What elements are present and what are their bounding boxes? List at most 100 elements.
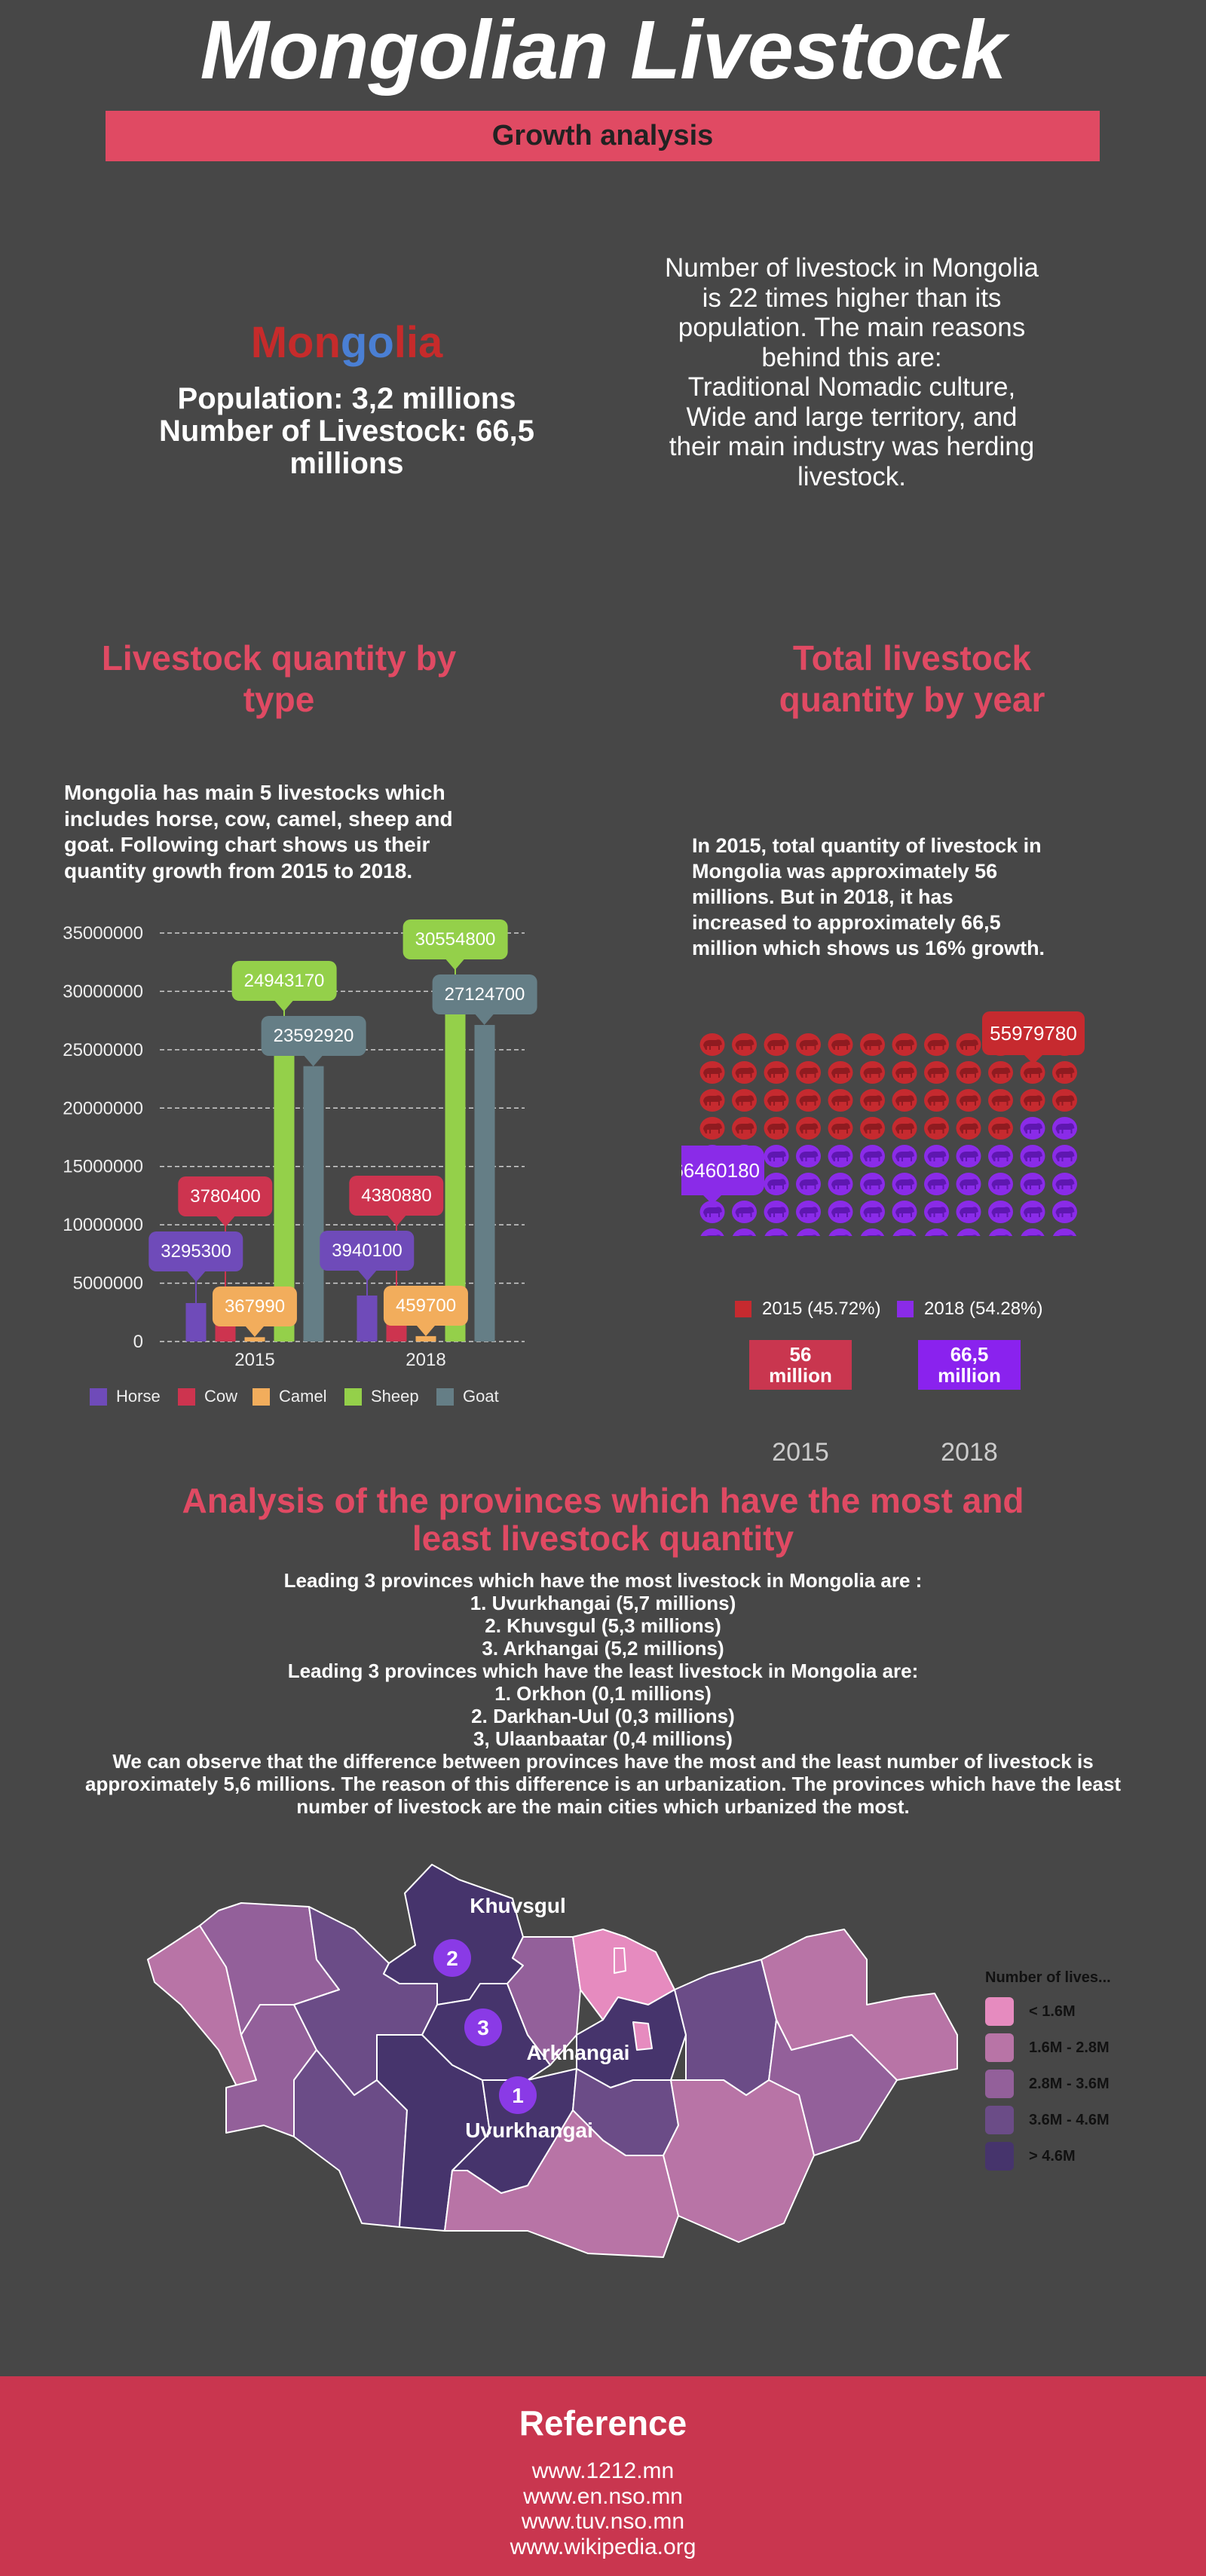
bar-camel-2018[interactable] <box>415 1335 436 1342</box>
livestock-icon-2018 <box>860 1145 885 1167</box>
country-name-part: Mon <box>250 318 341 367</box>
map-label-arkhangai: Arkhangai <box>527 2041 630 2064</box>
reference-link[interactable]: www.tuv.nso.mn <box>521 2509 685 2534</box>
bar-value-label-sheep-2018: 30554800 <box>403 919 508 970</box>
livestock-icon-2015 <box>892 1117 917 1140</box>
bar-value-label-sheep-2015: 24943170 <box>231 960 337 1011</box>
livestock-icon-2018 <box>796 1145 821 1167</box>
livestock-icon-2018 <box>860 1173 885 1195</box>
livestock-icon-2015 <box>924 1033 949 1056</box>
rank-badge-number: 3 <box>477 2016 489 2039</box>
province-umnugovi[interactable] <box>444 2109 679 2258</box>
livestock-icon-2015 <box>924 1061 949 1084</box>
bar-sheep-2018[interactable] <box>445 984 466 1342</box>
province-darkhan-uul[interactable] <box>614 1947 626 1974</box>
analysis-line: 2. Darkhan-Uul (0,3 millions) <box>471 1705 735 1727</box>
bar-value-label-goat-2018: 27124700 <box>432 974 537 1025</box>
total-year-label: 2015 <box>772 1438 829 1467</box>
livestock-icon-2018 <box>764 1201 789 1223</box>
livestock-icon-2018 <box>828 1201 853 1223</box>
map-label-uvurkhangai: Uvurkhangai <box>465 2119 593 2142</box>
legend-swatch <box>735 1301 751 1317</box>
y-tick-label: 35000000 <box>63 923 143 944</box>
livestock-icon-2015 <box>796 1117 821 1140</box>
legend-swatch <box>344 1387 362 1406</box>
bar-camel-2015[interactable] <box>244 1337 265 1342</box>
livestock-icon-2018 <box>988 1173 1013 1195</box>
analysis-line: 3. Arkhangai (5,2 millions) <box>482 1637 724 1660</box>
total-unit: million <box>769 1364 832 1387</box>
livestock-icon-2015 <box>732 1089 757 1112</box>
livestock-icon-2018 <box>988 1145 1013 1167</box>
livestock-icon-2015 <box>956 1089 981 1112</box>
reference-link[interactable]: www.en.nso.mn <box>523 2483 683 2509</box>
legend-label: Sheep <box>371 1387 419 1406</box>
livestock-icon-2018 <box>988 1201 1013 1223</box>
livestock-icon-2015 <box>924 1117 949 1140</box>
livestock-icon-2018 <box>764 1145 789 1167</box>
legend-swatch <box>253 1387 270 1406</box>
livestock-icon-2015 <box>956 1117 981 1140</box>
page-title: Mongolian Livestock <box>200 4 1007 96</box>
province-ulaanbaatar[interactable] <box>632 2021 653 2051</box>
y-tick-label: 5000000 <box>73 1274 143 1294</box>
legend-swatch <box>985 2106 1014 2134</box>
livestock-icon-2018 <box>700 1228 724 1236</box>
livestock-icon-2015 <box>956 1061 981 1084</box>
province-dornogovi[interactable] <box>663 2079 815 2243</box>
legend-item-camel[interactable]: Camel <box>253 1387 327 1406</box>
livestock-icon-2015 <box>796 1033 821 1056</box>
map-legend-item: 1.6M - 2.8M <box>985 2033 1110 2062</box>
legend-item-horse[interactable]: Horse <box>90 1387 161 1406</box>
pictograph-label-2018: 66460180 <box>681 1146 764 1204</box>
livestock-icon-2018 <box>924 1145 949 1167</box>
livestock-icon-2015 <box>892 1033 917 1056</box>
livestock-icon-2015 <box>988 1061 1013 1084</box>
legend-swatch <box>985 2070 1014 2098</box>
bar-value-label-cow-2015: 3780400 <box>178 1176 273 1228</box>
livestock-icon-2018 <box>764 1228 788 1236</box>
bar-horse-2015[interactable] <box>185 1302 207 1342</box>
total-unit: million <box>938 1364 1001 1387</box>
livestock-icon-2018 <box>892 1173 917 1195</box>
type-section-description: Mongolia has main 5 livestocks which inc… <box>64 781 453 883</box>
rank-badge-number: 2 <box>446 1947 458 1970</box>
livestock-icon-2015 <box>796 1061 821 1084</box>
map-label-khuvsgul: Khuvsgul <box>470 1894 566 1917</box>
bar-goat-2018[interactable] <box>474 1024 495 1342</box>
pictograph-label-2015: 55979780 <box>982 1011 1085 1064</box>
bar-value-label-camel-2015: 367990 <box>212 1286 298 1338</box>
pictograph-value-2015: 55979780 <box>990 1022 1077 1045</box>
livestock-icon-2015 <box>699 1061 725 1084</box>
analysis-line: 1. Uvurkhangai (5,7 millions) <box>470 1592 736 1614</box>
reference-link[interactable]: www.1212.mn <box>531 2458 675 2483</box>
reference-title: Reference <box>519 2403 687 2443</box>
bar-goat-2015[interactable] <box>303 1066 324 1342</box>
population-stat: Population: 3,2 millions <box>177 382 516 415</box>
livestock-icon-2018 <box>1021 1228 1045 1236</box>
legend-item-sheep[interactable]: Sheep <box>344 1387 419 1406</box>
legend-label: 3.6M - 4.6M <box>1029 2111 1110 2128</box>
rank-badge-3 <box>464 2008 502 2046</box>
legend-label: Camel <box>279 1387 327 1406</box>
legend-swatch <box>90 1387 107 1406</box>
pictograph-legend-2015: 2015 (45.72%) <box>735 1299 880 1320</box>
legend-label: 2015 (45.72%) <box>762 1299 881 1319</box>
livestock-icon-2018 <box>1052 1201 1077 1223</box>
map-legend-item: > 4.6M <box>985 2142 1076 2171</box>
livestock-icon-2015 <box>892 1089 917 1112</box>
reference-link[interactable]: www.wikipedia.org <box>510 2534 696 2559</box>
map-legend-item: 2.8M - 3.6M <box>985 2070 1110 2098</box>
x-tick-label: 2018 <box>406 1350 445 1370</box>
livestock-icon-2018 <box>956 1201 981 1223</box>
analysis-line: 2. Khuvsgul (5,3 millions) <box>485 1614 721 1637</box>
livestock-icon-2018 <box>1020 1201 1045 1223</box>
bar-horse-2018[interactable] <box>357 1295 378 1342</box>
livestock-icon-2015 <box>860 1061 885 1084</box>
province-khentii[interactable] <box>674 1959 777 2096</box>
legend-item-cow[interactable]: Cow <box>178 1387 237 1406</box>
analysis-line: Leading 3 provinces which have the least… <box>287 1660 919 1682</box>
legend-label: Goat <box>463 1387 499 1406</box>
livestock-icon-2018 <box>924 1173 949 1195</box>
legend-item-goat[interactable]: Goat <box>436 1387 499 1406</box>
